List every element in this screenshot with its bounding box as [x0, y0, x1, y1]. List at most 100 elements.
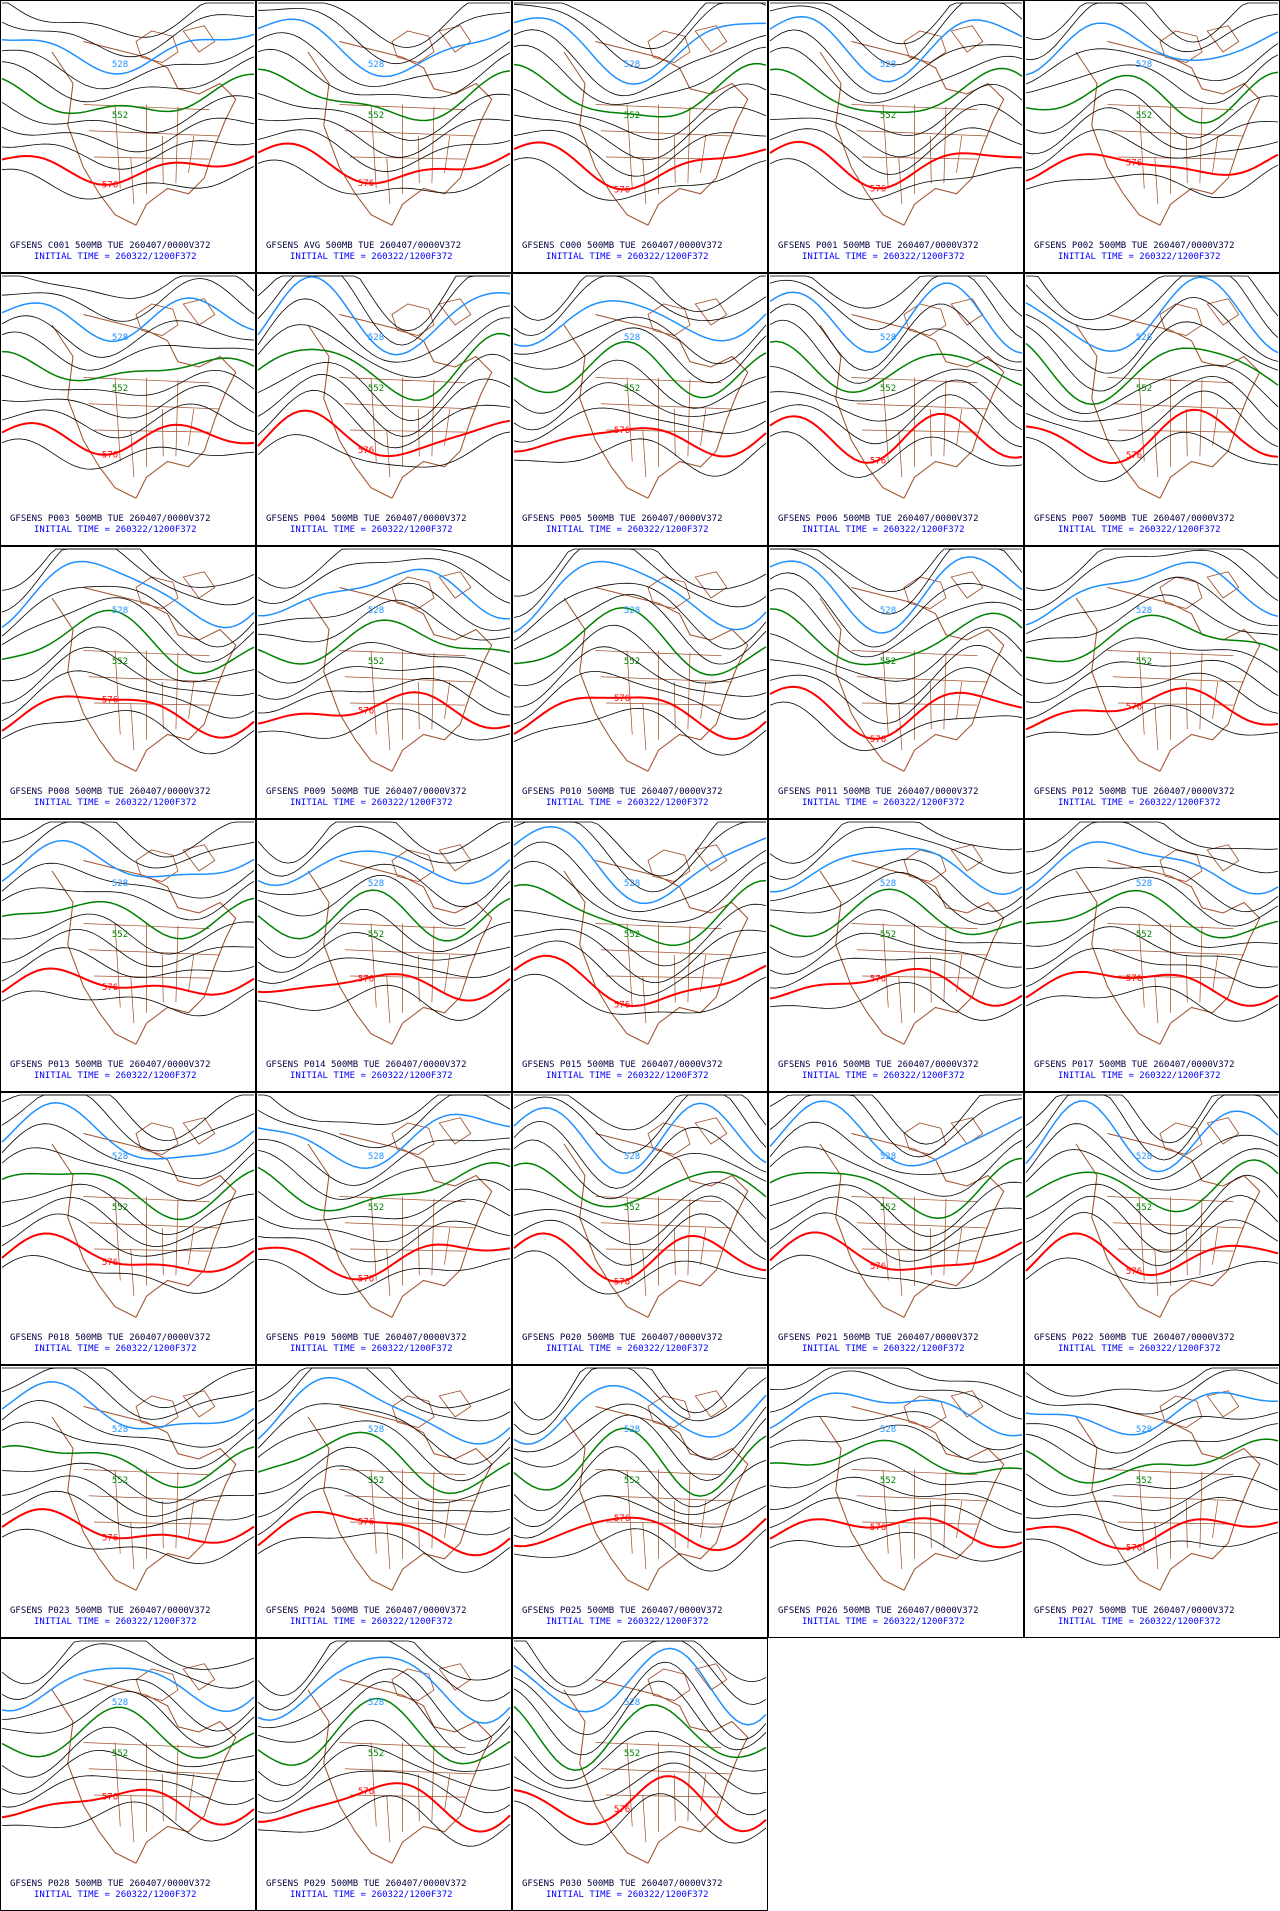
- contour-line: [1025, 841, 1279, 895]
- contour-line: [257, 1640, 511, 1711]
- contour-line: [1025, 906, 1279, 948]
- panel-map: [769, 1367, 1023, 1591]
- contour-line: [1025, 659, 1279, 703]
- panel-title: GFSENS P019 500MB TUE 260407/0000V372: [266, 1333, 466, 1343]
- contour-label: 552: [624, 657, 640, 667]
- contour-line: [513, 928, 767, 983]
- panel-title: GFSENS P028 500MB TUE 260407/0000V372: [10, 1879, 210, 1889]
- contour-line: [1025, 948, 1279, 989]
- contour-line: [769, 556, 1023, 634]
- contour-line: [513, 1775, 767, 1833]
- panel-init: INITIAL TIME = 260322/1200F372: [290, 1071, 453, 1081]
- panel-init: INITIAL TIME = 260322/1200F372: [1058, 1617, 1221, 1627]
- contour-line: [257, 599, 511, 643]
- contour-line: [769, 319, 1023, 384]
- contour-line: [513, 624, 767, 686]
- contour-line: [1, 33, 255, 75]
- contour-line: [1025, 1257, 1279, 1284]
- contour-line: [1, 14, 255, 58]
- contour-label: 576: [870, 1523, 886, 1533]
- contour-label: 576: [1126, 1267, 1142, 1277]
- contour-line: [769, 667, 1023, 724]
- panel-title: GFSENS P021 500MB TUE 260407/0000V372: [778, 1333, 978, 1343]
- panel-map: [1025, 1367, 1279, 1591]
- contour-line: [769, 847, 1023, 895]
- panel-map: [257, 1640, 511, 1864]
- map-panel: 528 552 576 GFSENS P024 500MB TUE 260407/00…: [256, 1365, 512, 1638]
- contour-line: [1, 670, 255, 722]
- contour-line: [1025, 1412, 1279, 1454]
- contour-line: [257, 708, 511, 741]
- contour-line: [769, 431, 1023, 478]
- contour-line: [257, 1403, 511, 1465]
- contour-line: [257, 548, 511, 589]
- contour-line: [257, 1446, 511, 1504]
- contour-line: [769, 2, 1023, 66]
- panel-frame: [1024, 819, 1280, 1092]
- panel-frame: [768, 1365, 1024, 1638]
- contour-line: [769, 1370, 1023, 1420]
- panel-title: GFSENS P024 500MB TUE 260407/0000V372: [266, 1606, 466, 1616]
- contour-line: [1025, 1475, 1279, 1511]
- map-panel: 528 552 576 GFSENS C001 500MB TUE 260407/00…: [0, 0, 256, 273]
- panel-init: INITIAL TIME = 260322/1200F372: [802, 1071, 965, 1081]
- contour-line: [513, 17, 766, 85]
- contour-line: [1025, 71, 1279, 124]
- contour-line: [257, 1367, 511, 1424]
- contour-line: [513, 548, 767, 618]
- contour-line: [769, 1392, 1023, 1437]
- contour-line: [769, 608, 1023, 666]
- contour-line: [1025, 986, 1279, 1022]
- map-panel: 528 552 576 GFSENS P006 500MB TUE 260407/00…: [768, 273, 1024, 546]
- contour-line: [513, 1182, 767, 1222]
- contour-line: [513, 382, 767, 431]
- contour-line: [1025, 2, 1278, 43]
- panel-title: GFSENS P010 500MB TUE 260407/0000V372: [522, 787, 722, 797]
- contour-line: [257, 1782, 511, 1833]
- panel-init: INITIAL TIME = 260322/1200F372: [290, 252, 453, 262]
- contour-line: [1025, 1367, 1278, 1397]
- panel-title: GFSENS P005 500MB TUE 260407/0000V372: [522, 514, 722, 524]
- contour-line: [769, 47, 1023, 104]
- contour-line: [257, 142, 511, 185]
- panel-init: INITIAL TIME = 260322/1200F372: [34, 1890, 197, 1900]
- contour-label: 576: [358, 1517, 374, 1527]
- contour-line: [769, 413, 1023, 464]
- panel-title: GFSENS P013 500MB TUE 260407/0000V372: [10, 1060, 210, 1070]
- contour-line: [513, 560, 767, 634]
- contour-line: [513, 548, 767, 597]
- panel-init: INITIAL TIME = 260322/1200F372: [290, 1617, 453, 1627]
- contour-label: 576: [102, 1258, 118, 1268]
- panel-map: [513, 275, 767, 499]
- contour-line: [1025, 865, 1279, 913]
- contour-line: [1, 560, 255, 629]
- contour-label: 552: [880, 384, 896, 394]
- contour-line: [769, 275, 1023, 339]
- contour-line: [257, 431, 511, 468]
- contour-line: [513, 1495, 767, 1539]
- panel-title: GFSENS P020 500MB TUE 260407/0000V372: [522, 1333, 722, 1343]
- panel-title: GFSENS P016 500MB TUE 260407/0000V372: [778, 1060, 978, 1070]
- panel-init: INITIAL TIME = 260322/1200F372: [802, 252, 965, 262]
- contour-line: [257, 1198, 511, 1243]
- contour-line: [1, 597, 255, 663]
- map-panel: 528 552 576 GFSENS P003 500MB TUE 260407/00…: [0, 273, 256, 546]
- contour-line: [1, 438, 255, 470]
- contour-line: [513, 1139, 767, 1200]
- contour-line: [1025, 375, 1279, 430]
- contour-line: [769, 1367, 1023, 1398]
- contour-label: 528: [112, 60, 128, 70]
- contour-label: 576: [614, 426, 630, 436]
- contour-line: [513, 671, 767, 725]
- panel-frame: [0, 1638, 256, 1911]
- contour-line: [1, 1775, 255, 1808]
- contour-line: [257, 582, 511, 631]
- contour-line: [513, 1427, 767, 1497]
- contour-line: [513, 1751, 767, 1795]
- contour-line: [769, 685, 1023, 740]
- contour-label: 576: [870, 1262, 886, 1272]
- panel-frame: [768, 0, 1024, 273]
- contour-label: 528: [368, 879, 384, 889]
- contour-line: [1, 1788, 255, 1826]
- contour-label: 576: [358, 974, 374, 984]
